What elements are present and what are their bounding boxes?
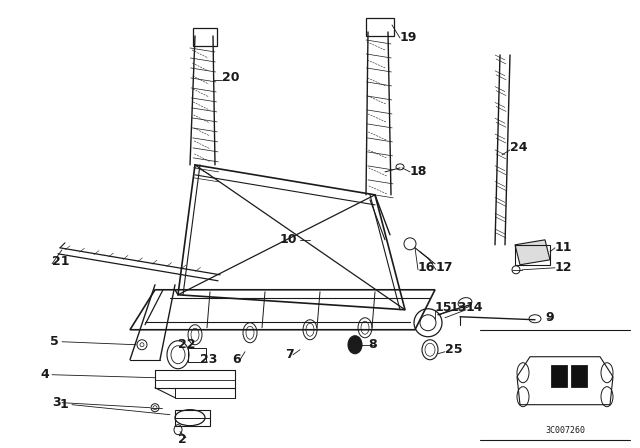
Bar: [155, 370, 235, 380]
Text: 21: 21: [52, 255, 70, 268]
Bar: [188, 348, 206, 362]
Text: 23: 23: [200, 353, 218, 366]
Text: 3C007260: 3C007260: [545, 426, 585, 435]
Ellipse shape: [348, 336, 362, 354]
Text: 22: 22: [178, 338, 195, 351]
Bar: [551, 365, 567, 387]
Text: 20: 20: [222, 71, 239, 84]
Text: 6: 6: [232, 353, 241, 366]
Text: 4: 4: [40, 368, 49, 381]
Text: 10: 10: [280, 233, 298, 246]
Text: 11: 11: [555, 241, 573, 254]
Text: 15: 15: [435, 301, 452, 314]
Bar: [571, 365, 587, 387]
Text: 16: 16: [418, 261, 435, 274]
Bar: [155, 370, 235, 388]
Bar: [175, 409, 210, 426]
Text: 5: 5: [50, 335, 59, 348]
Text: 13: 13: [450, 301, 467, 314]
Text: 12: 12: [555, 261, 573, 274]
Bar: [366, 18, 394, 36]
Text: 14: 14: [466, 301, 483, 314]
Text: 8: 8: [368, 338, 376, 351]
Text: 17: 17: [436, 261, 454, 274]
Text: 2: 2: [178, 433, 187, 446]
Text: 7: 7: [285, 348, 294, 361]
Text: 1: 1: [60, 398, 68, 411]
Text: 25: 25: [445, 343, 463, 356]
Text: 24: 24: [510, 142, 527, 155]
Text: 3: 3: [52, 396, 61, 409]
Bar: [175, 388, 235, 398]
Text: 9: 9: [545, 311, 554, 324]
Text: 19: 19: [400, 31, 417, 44]
Bar: [193, 28, 217, 46]
Text: 18: 18: [410, 165, 428, 178]
Bar: [515, 245, 550, 265]
Polygon shape: [515, 240, 550, 265]
